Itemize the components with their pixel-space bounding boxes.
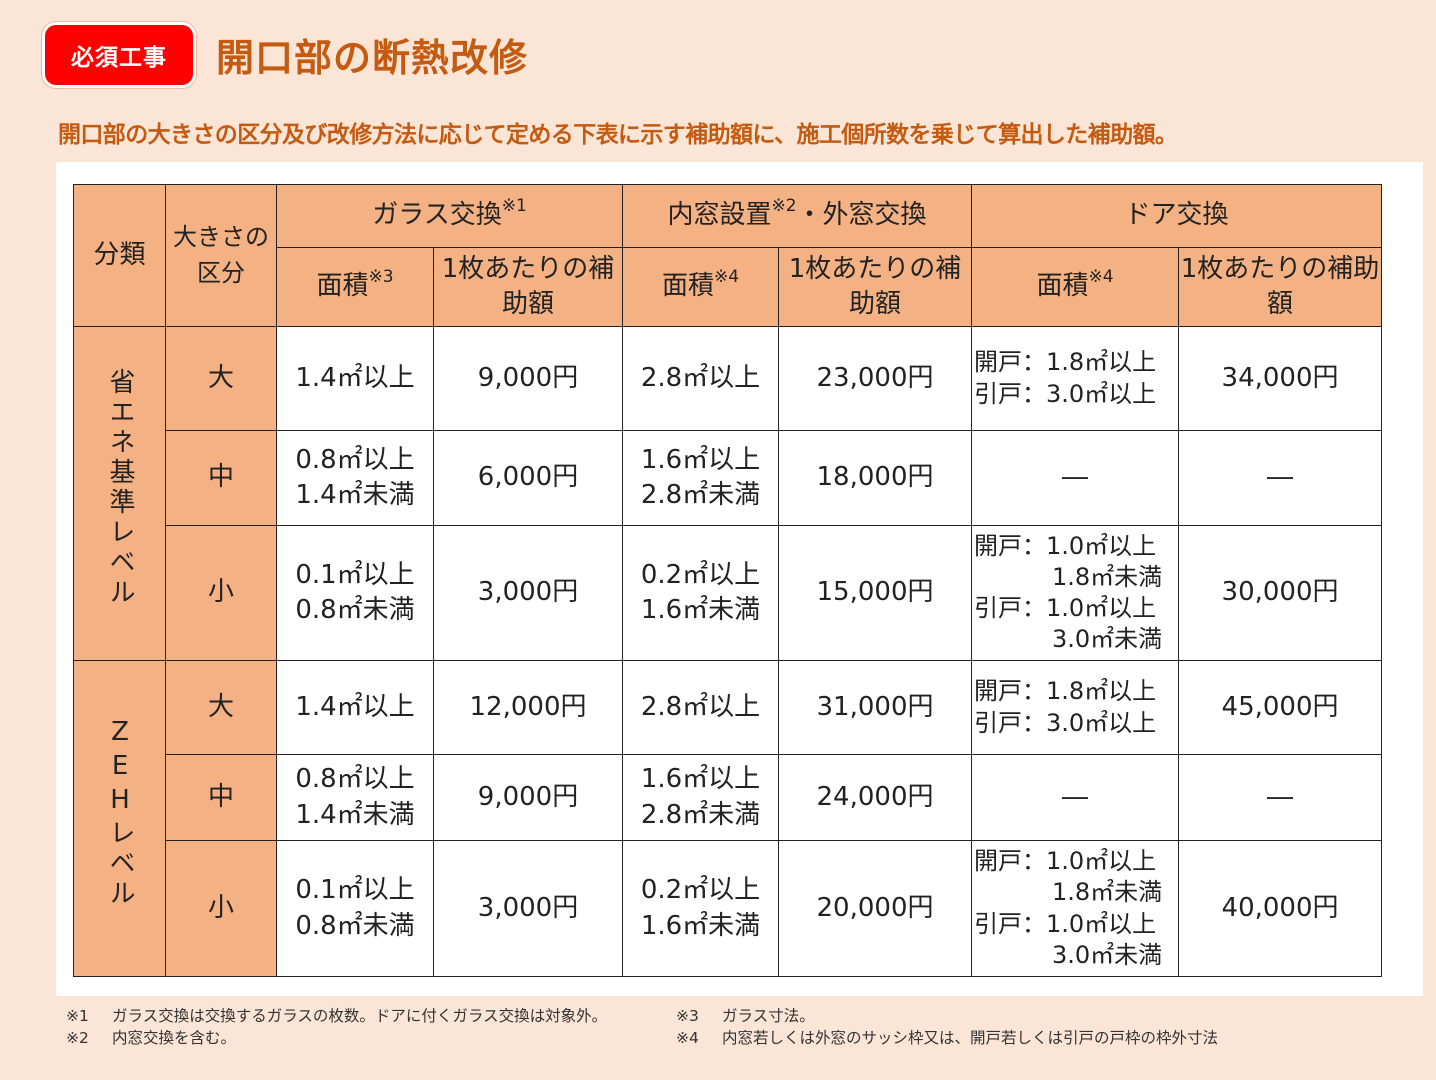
door-area-cell: 開戸：1.0㎡以上 1.8㎡未満 引戸：1.0㎡以上 3.0㎡未満 <box>971 525 1180 661</box>
window-amount-cell: 15,000円 <box>778 525 973 661</box>
glass-area-cell: 0.1㎡以上 0.8㎡未満 <box>276 525 434 661</box>
glass-area-cell: 1.4㎡以上 <box>276 326 434 431</box>
header-door-amount: 1枚あたりの補助額 <box>1178 247 1383 327</box>
footnotes-left: ※1 ガラス交換は交換するガラスの枚数。ドアに付くガラス交換は対象外。 ※2 内窓交… <box>66 1005 607 1049</box>
glass-area-cell: 0.8㎡以上 1.4㎡未満 <box>276 754 434 841</box>
door-amount-cell: 45,000円 <box>1178 660 1383 755</box>
header-category: 分類 <box>73 184 166 327</box>
size-cell: 中 <box>165 754 277 841</box>
window-amount-cell: 18,000円 <box>778 430 973 526</box>
header-glass-amount: 1枚あたりの補助額 <box>432 247 624 327</box>
window-area-cell: 1.6㎡以上 2.8㎡未満 <box>622 430 780 526</box>
window-amount-cell: 20,000円 <box>778 840 973 977</box>
header-door-replacement: ドア交換 <box>971 184 1383 248</box>
size-cell: 小 <box>165 840 277 977</box>
subsidy-table: 分類 大きさの区分 ガラス交換※1 内窓設置※2・外窓交換 ドア交換 面積※3 … <box>73 184 1383 977</box>
glass-amount-cell: 3,000円 <box>432 840 624 977</box>
header-window-amount: 1枚あたりの補助額 <box>778 247 973 327</box>
door-area-cell: 開戸：1.0㎡以上 1.8㎡未満 引戸：1.0㎡以上 3.0㎡未満 <box>971 840 1180 977</box>
table-row: 中 0.8㎡以上 1.4㎡未満 6,000円 1.6㎡以上 2.8㎡未満 18,… <box>74 430 1383 526</box>
window-amount-cell: 31,000円 <box>778 660 973 755</box>
glass-amount-cell: 12,000円 <box>432 660 624 755</box>
window-area-cell: 0.2㎡以上 1.6㎡未満 <box>622 840 780 977</box>
glass-area-cell: 0.8㎡以上 1.4㎡未満 <box>276 430 434 526</box>
header-size: 大きさの区分 <box>165 184 277 327</box>
header-window-installation: 内窓設置※2・外窓交換 <box>622 184 973 248</box>
footnote: ※4 内窓若しくは外窓のサッシ枠又は、開戸若しくは引戸の戸枠の枠外寸法 <box>676 1029 1219 1047</box>
size-cell: 中 <box>165 430 277 526</box>
page-title: 開口部の断熱改修 <box>216 35 529 80</box>
door-area-cell: ― <box>971 430 1180 526</box>
door-amount-cell: ― <box>1178 430 1383 526</box>
window-area-cell: 2.8㎡以上 <box>622 660 780 755</box>
table-row: 中 0.8㎡以上 1.4㎡未満 9,000円 1.6㎡以上 2.8㎡未満 24,… <box>74 754 1383 841</box>
glass-amount-cell: 9,000円 <box>432 754 624 841</box>
header-glass-area: 面積※3 <box>276 247 434 327</box>
header-window-area: 面積※4 <box>622 247 780 327</box>
footnote: ※3 ガラス寸法。 <box>676 1007 815 1025</box>
window-amount-cell: 24,000円 <box>778 754 973 841</box>
footnotes-right: ※3 ガラス寸法。 ※4 内窓若しくは外窓のサッシ枠又は、開戸若しくは引戸の戸枠の枠… <box>676 1005 1218 1049</box>
header-door-area: 面積※4 <box>971 247 1180 327</box>
table-row: 小 0.1㎡以上 0.8㎡未満 3,000円 0.2㎡以上 1.6㎡未満 15,… <box>74 525 1383 661</box>
glass-area-cell: 1.4㎡以上 <box>276 660 434 755</box>
glass-amount-cell: 9,000円 <box>432 326 624 431</box>
required-work-badge: 必須工事 <box>42 22 196 88</box>
table-row: ZEHレベル 大 1.4㎡以上 12,000円 2.8㎡以上 31,000円 開… <box>73 660 1383 977</box>
category-zeh: ZEHレベル <box>73 660 166 977</box>
door-area-cell: 開戸：1.8㎡以上 引戸：3.0㎡以上 <box>971 660 1180 755</box>
size-cell: 小 <box>165 525 277 661</box>
table-row: 省エネ基準レベル 大 1.4㎡以上 9,000円 2.8㎡以上 23,000円 … <box>73 326 1383 661</box>
header-glass-replacement: ガラス交換※1 <box>275 184 624 248</box>
window-amount-cell: 23,000円 <box>778 326 973 431</box>
window-area-cell: 1.6㎡以上 2.8㎡未満 <box>622 754 780 841</box>
door-area-cell: 開戸：1.8㎡以上 引戸：3.0㎡以上 <box>971 326 1180 431</box>
glass-amount-cell: 3,000円 <box>432 525 624 661</box>
door-amount-cell: 30,000円 <box>1178 525 1383 661</box>
footnote: ※2 内窓交換を含む。 <box>66 1029 237 1047</box>
door-area-cell: ― <box>971 754 1180 841</box>
door-amount-cell: 34,000円 <box>1178 326 1383 431</box>
size-cell: 大 <box>165 660 277 755</box>
window-area-cell: 2.8㎡以上 <box>622 326 780 431</box>
glass-area-cell: 0.1㎡以上 0.8㎡未満 <box>276 840 434 977</box>
table-row: 小 0.1㎡以上 0.8㎡未満 3,000円 0.2㎡以上 1.6㎡未満 20,… <box>74 840 1383 977</box>
size-cell: 大 <box>165 326 277 431</box>
category-energy-saving: 省エネ基準レベル <box>73 326 166 661</box>
door-amount-cell: 40,000円 <box>1178 840 1383 977</box>
footnote: ※1 ガラス交換は交換するガラスの枚数。ドアに付くガラス交換は対象外。 <box>66 1007 608 1025</box>
page-subtitle: 開口部の大きさの区分及び改修方法に応じて定める下表に示す補助額に、施工個所数を乗… <box>58 122 1178 148</box>
window-area-cell: 0.2㎡以上 1.6㎡未満 <box>622 525 780 661</box>
glass-amount-cell: 6,000円 <box>432 430 624 526</box>
door-amount-cell: ― <box>1178 754 1383 841</box>
